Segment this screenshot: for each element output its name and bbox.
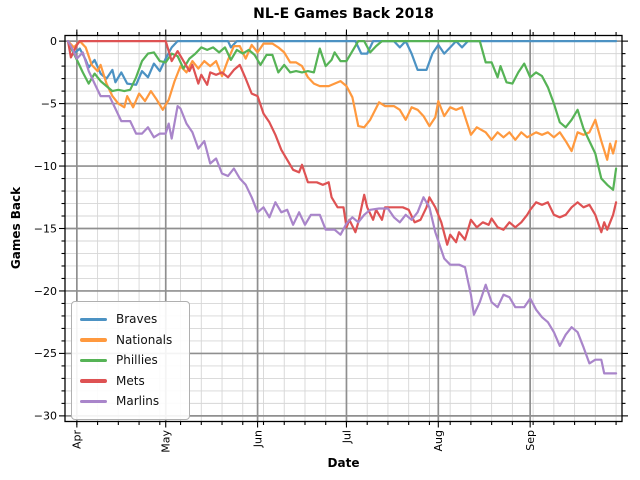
y-tick-label: −15 <box>34 222 57 235</box>
y-axis-label: Games Back <box>9 186 23 270</box>
x-tick-label: Apr <box>71 430 84 450</box>
legend-swatch <box>80 358 107 362</box>
y-tick-label: −25 <box>34 347 57 360</box>
legend-swatch <box>80 379 107 383</box>
x-tick-label: Sep <box>524 430 537 451</box>
series-nationals <box>66 39 618 161</box>
legend-label: Braves <box>116 312 158 327</box>
series-marlins <box>66 39 618 375</box>
chart-title: NL-E Games Back 2018 <box>253 6 434 22</box>
legend-entry-nationals: Nationals <box>80 330 180 351</box>
axes-spines <box>64 34 623 423</box>
series-mets <box>66 39 618 246</box>
legend-entry-braves: Braves <box>80 309 180 330</box>
series-phillies <box>66 39 618 191</box>
tick-labels: 0 −5 −10 −15 −20 −25 −30 Apr May Jun Jul Aug Sep <box>34 35 537 453</box>
y-tick-label: −5 <box>41 97 57 110</box>
x-tick-label: Jun <box>251 430 264 448</box>
legend-entry-mets: Mets <box>80 371 180 392</box>
legend-entry-marlins: Marlins <box>80 391 180 412</box>
legend-entry-phillies: Phillies <box>80 350 180 371</box>
x-tick-label: May <box>160 430 173 453</box>
legend-label: Phillies <box>116 353 158 368</box>
legend-label: Nationals <box>116 332 173 347</box>
series-lines <box>66 39 618 375</box>
legend: Braves Nationals Phillies Mets Marlins <box>71 301 190 420</box>
legend-swatch <box>80 317 107 321</box>
legend-label: Mets <box>116 373 145 388</box>
y-tick-label: −20 <box>34 285 57 298</box>
y-tick-label: −30 <box>34 410 57 423</box>
legend-swatch <box>80 338 107 342</box>
legend-label: Marlins <box>116 394 160 409</box>
x-tick-label: Jul <box>340 430 353 444</box>
legend-swatch <box>80 399 107 403</box>
y-tick-label: 0 <box>50 35 57 48</box>
x-axis-label: Date <box>327 456 360 470</box>
x-tick-label: Aug <box>432 430 445 451</box>
y-tick-label: −10 <box>34 160 57 173</box>
